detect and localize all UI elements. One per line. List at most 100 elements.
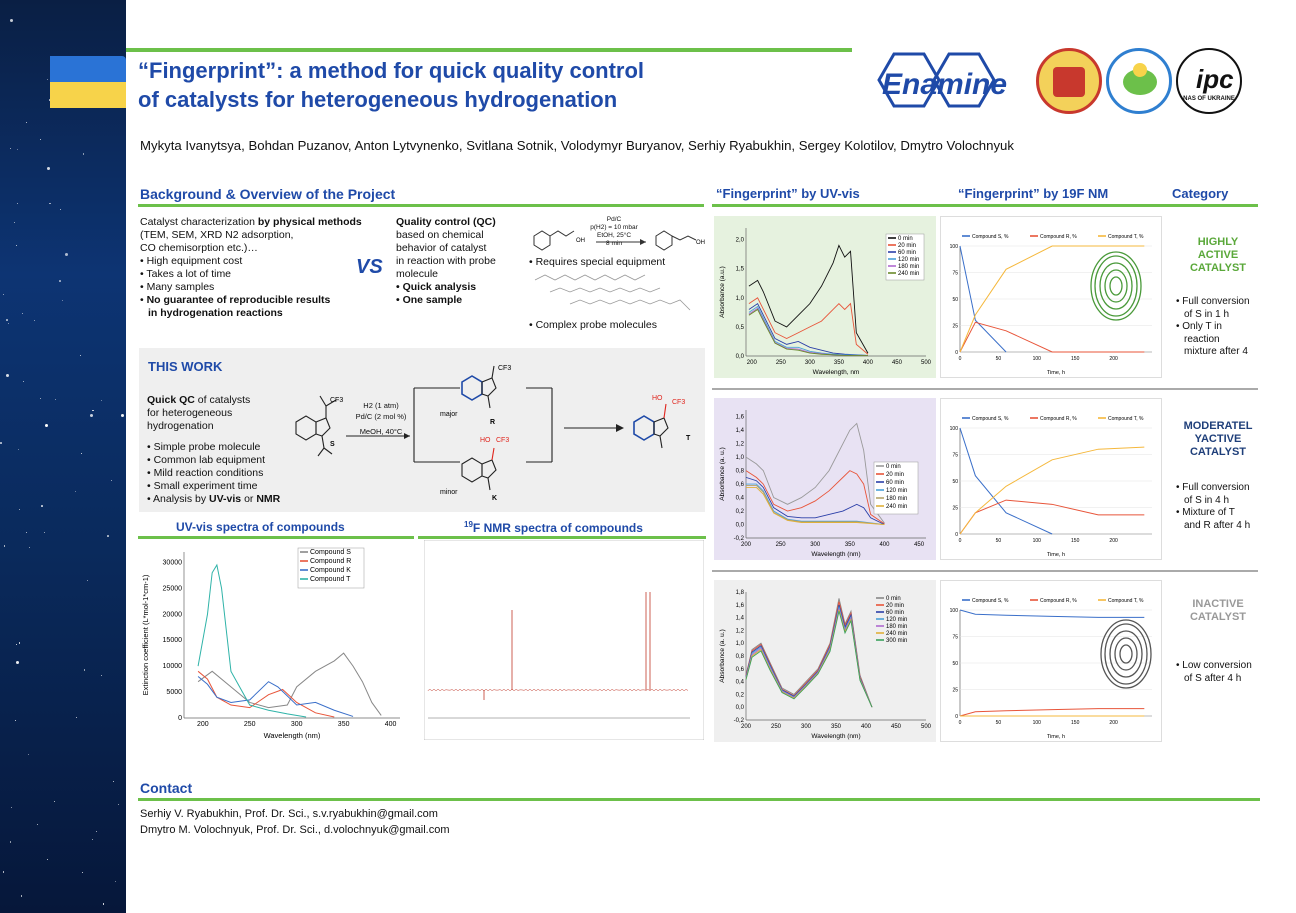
legend-entry: Compound S, % bbox=[972, 416, 1009, 422]
y-tick-label: 10000 bbox=[163, 663, 183, 670]
y-tick-label: 0,0 bbox=[736, 705, 745, 711]
star bbox=[0, 442, 2, 444]
star bbox=[101, 399, 103, 401]
this-work-text: Quick QC of catalysts for heterogeneous … bbox=[147, 394, 281, 505]
series-line bbox=[959, 446, 1145, 535]
legend-entry: 20 min bbox=[886, 603, 904, 609]
y-tick-label: 20000 bbox=[163, 611, 183, 618]
y-tick-label: -0,2 bbox=[734, 718, 745, 724]
contact-line-2: Dmytro M. Volochnyuk, Prof. Dr. Sci., d.… bbox=[140, 824, 450, 836]
star bbox=[10, 148, 12, 150]
y-tick-label: 25 bbox=[952, 324, 958, 330]
y-tick-label: 0 bbox=[955, 532, 958, 538]
series-line bbox=[745, 598, 873, 708]
y-tick-label: 1,2 bbox=[736, 442, 745, 448]
label-r: R bbox=[490, 419, 495, 426]
series-line bbox=[745, 611, 873, 708]
star bbox=[54, 398, 56, 400]
row3-nmr-chart: 0 50 100 150 200 0 25 50 75 100 Time, h Compound S,… bbox=[950, 598, 1152, 740]
star bbox=[96, 830, 98, 832]
poster-title: “Fingerprint”: a method for quick qualit… bbox=[138, 56, 838, 114]
star bbox=[47, 166, 51, 170]
star bbox=[117, 804, 119, 806]
x-tick-label: 150 bbox=[1071, 356, 1080, 362]
svg-text:OH: OH bbox=[576, 238, 585, 244]
legend-entry: 60 min bbox=[886, 610, 904, 616]
nmr-spectra-underline bbox=[418, 536, 706, 539]
series-line bbox=[959, 245, 1007, 353]
series-line bbox=[959, 499, 1145, 535]
contact-underline bbox=[138, 798, 1260, 801]
star bbox=[107, 535, 109, 537]
x-tick-label: 350 bbox=[845, 542, 856, 548]
x-tick-label: 200 bbox=[1109, 356, 1118, 362]
star bbox=[9, 841, 12, 843]
legend-entry: 180 min bbox=[886, 496, 907, 502]
series-line bbox=[746, 485, 885, 525]
y-tick-label: 0 bbox=[178, 715, 182, 722]
ipc-nas-logo: ipc NAS OF UKRAINE bbox=[1176, 48, 1242, 114]
series-line bbox=[748, 302, 868, 356]
row3-notes: • Low conversion of S after 4 h bbox=[1176, 660, 1252, 684]
x-tick-label: 300 bbox=[805, 360, 816, 366]
star bbox=[28, 547, 30, 549]
star bbox=[10, 806, 12, 808]
star bbox=[19, 508, 21, 510]
x-tick-label: 400 bbox=[385, 721, 397, 728]
this-work-heading: THIS WORK bbox=[148, 359, 223, 374]
star bbox=[90, 414, 94, 418]
y-tick-label: 1,0 bbox=[736, 296, 745, 302]
legend-entry: Compound R, % bbox=[1040, 416, 1077, 422]
star bbox=[2, 871, 5, 873]
nmr-spectra-chart bbox=[424, 540, 704, 740]
title-line-2: of catalysts for heterogeneous hydrogena… bbox=[138, 87, 618, 112]
x-axis-label: Wavelength (nm) bbox=[264, 731, 321, 740]
legend-entry: Compound S, % bbox=[972, 234, 1009, 240]
star bbox=[83, 669, 86, 671]
x-tick-label: 50 bbox=[996, 538, 1002, 544]
legend-entry: 300 min bbox=[886, 638, 907, 644]
legend-entry: Compound K bbox=[310, 567, 351, 574]
legend-box bbox=[873, 461, 919, 515]
star bbox=[49, 202, 51, 205]
legend-entry: 240 min bbox=[886, 504, 907, 510]
enamine-logo-text: Enamine bbox=[882, 68, 1008, 101]
star bbox=[16, 203, 18, 205]
nmr-baseline bbox=[427, 688, 689, 692]
series-line bbox=[959, 609, 1145, 618]
star bbox=[110, 479, 112, 481]
x-axis-label: Time, h bbox=[1047, 552, 1065, 558]
legend-box bbox=[297, 547, 365, 589]
legend-entry: Compound T, % bbox=[1108, 234, 1144, 240]
starfield-background bbox=[0, 0, 126, 913]
legend-entry: Compound R, % bbox=[1040, 598, 1077, 604]
x-tick-label: 200 bbox=[1109, 538, 1118, 544]
nmr-spectra-heading: 19F NMR spectra of compounds bbox=[464, 520, 643, 535]
star bbox=[16, 149, 18, 151]
star bbox=[79, 355, 81, 357]
series-line bbox=[745, 470, 885, 525]
star bbox=[43, 531, 46, 534]
row2-nmr-chart: 0 50 100 150 200 0 25 50 75 100 Time, h Compound S,… bbox=[950, 416, 1152, 558]
star bbox=[91, 839, 93, 841]
y-tick-label: 1,6 bbox=[736, 415, 745, 421]
x-axis-label: Time, h bbox=[1047, 734, 1065, 740]
x-tick-label: 400 bbox=[879, 542, 890, 548]
physical-methods-bullets: High equipment cost Takes a lot of time … bbox=[140, 255, 380, 307]
star bbox=[75, 717, 77, 719]
star bbox=[37, 824, 39, 826]
column-uv-heading: “Fingerprint” by UV-vis bbox=[716, 186, 860, 201]
x-tick-label: 500 bbox=[921, 724, 932, 730]
series-line bbox=[745, 601, 873, 708]
row1-notes: • Full conversion of S in 1 h • Only T i… bbox=[1176, 296, 1250, 357]
x-tick-label: 450 bbox=[914, 542, 925, 548]
star bbox=[62, 300, 64, 302]
star bbox=[60, 208, 62, 210]
star bbox=[58, 280, 61, 283]
star bbox=[82, 153, 85, 155]
star bbox=[23, 380, 25, 382]
legend-entry: 0 min bbox=[886, 464, 901, 470]
r-cf3: CF3 bbox=[498, 365, 511, 372]
star bbox=[92, 409, 94, 412]
hydrogenation-scheme: CF3 S CF3 major R HO CF3 minor K HO CF3 … bbox=[295, 365, 691, 502]
